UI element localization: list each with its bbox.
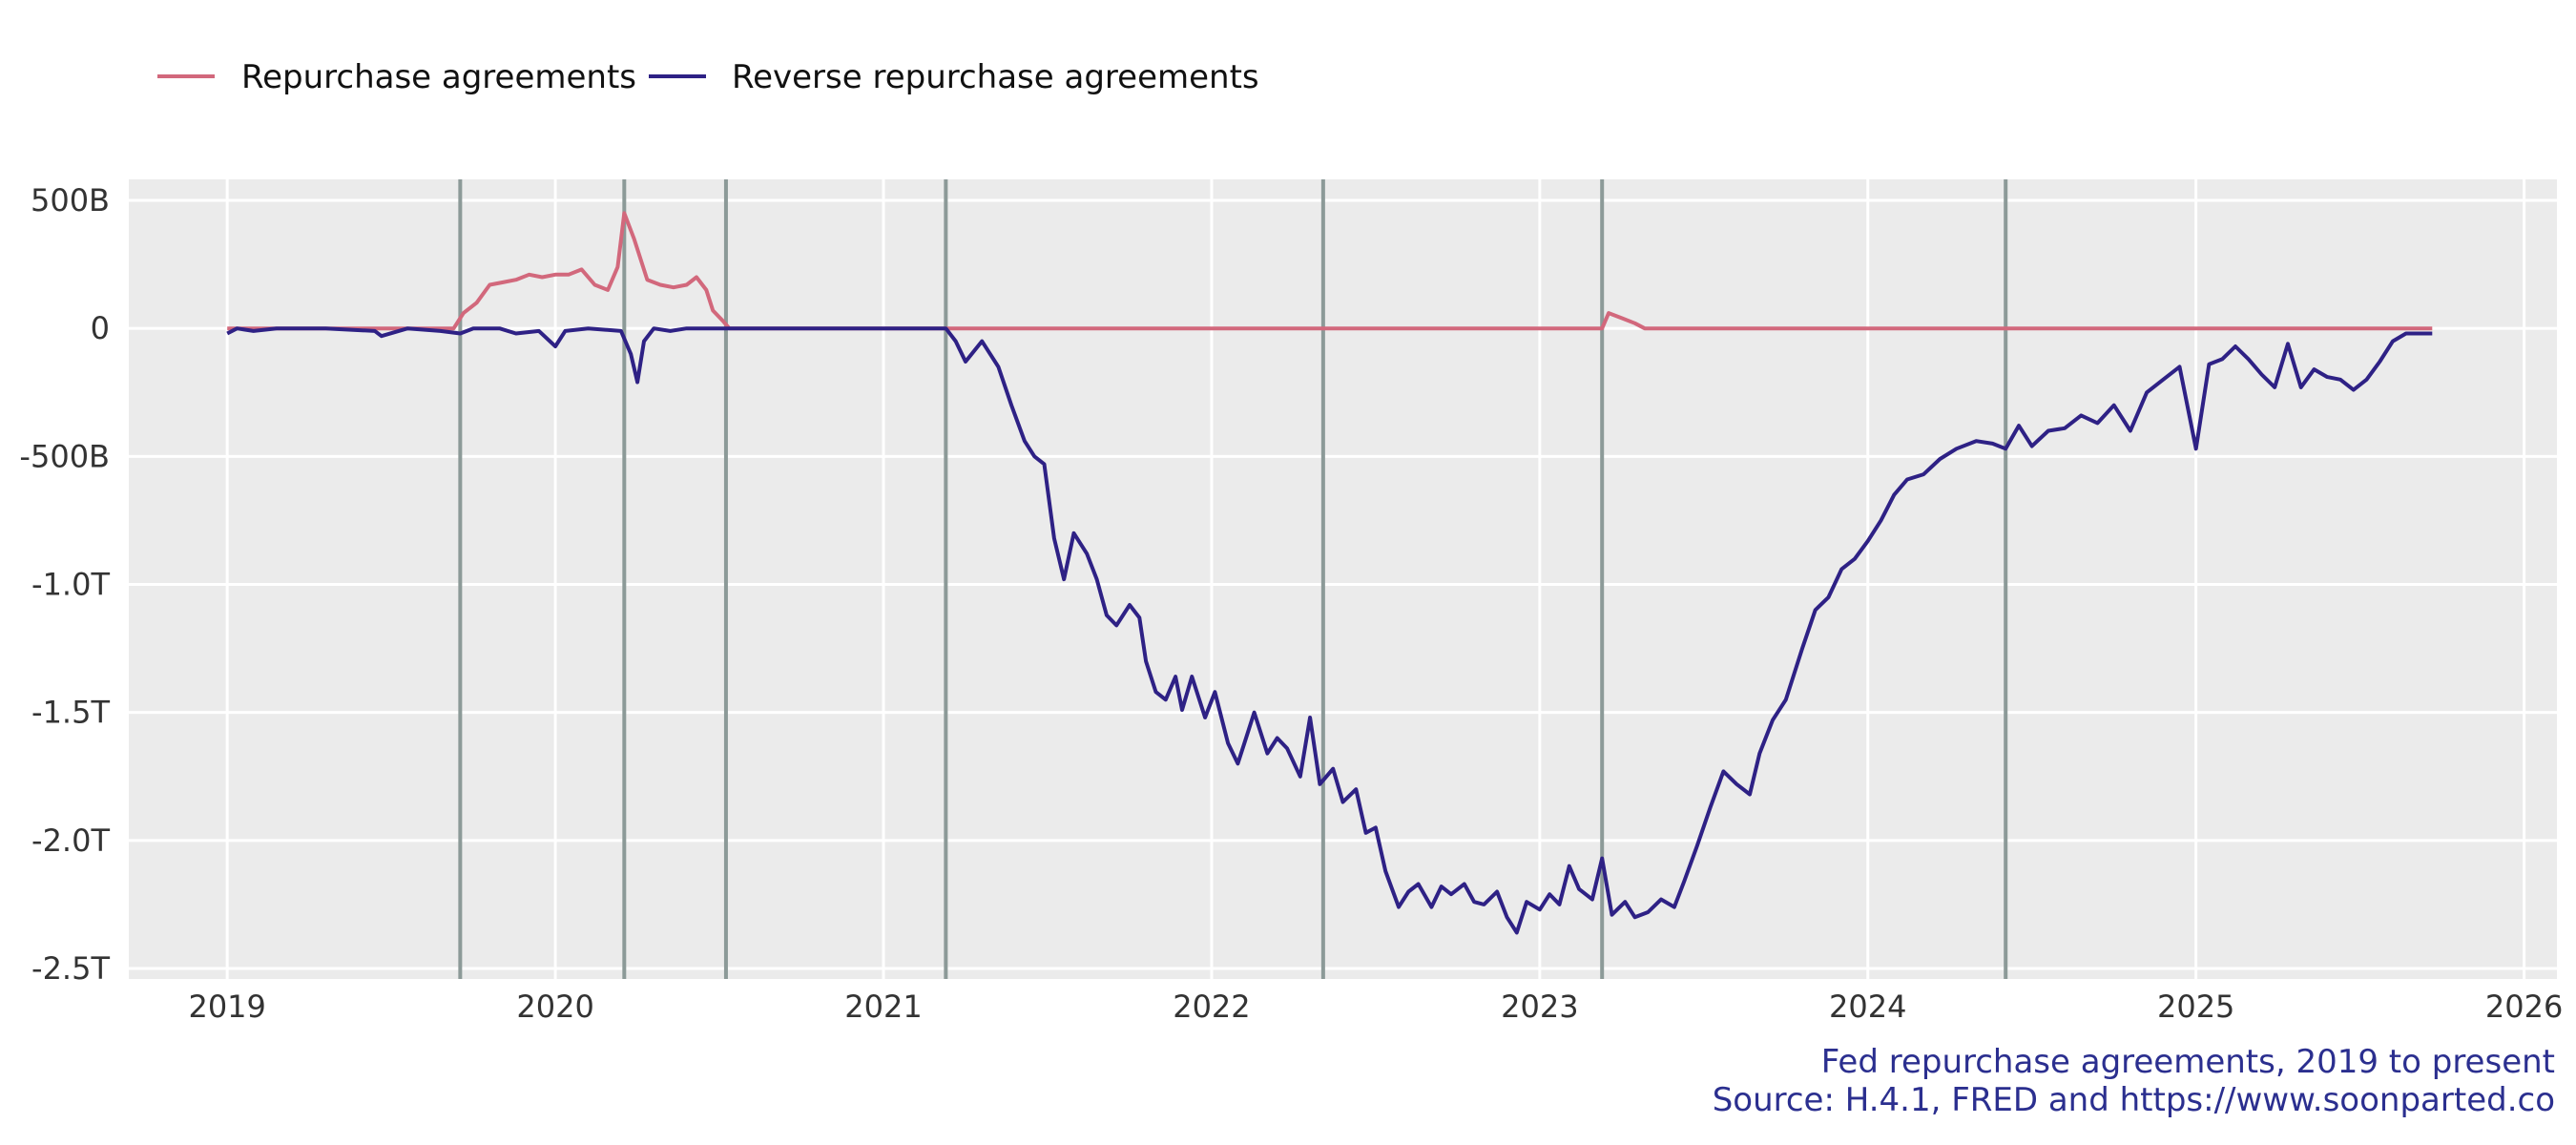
- x-tick-label-0: 2019: [188, 989, 265, 1025]
- grid: [129, 179, 2557, 979]
- legend: Repurchase agreements Reverse repurchase…: [157, 58, 1259, 96]
- x-tick-label-5: 2024: [1829, 989, 1906, 1025]
- series-line-reverse-repurchase: [226, 326, 2433, 935]
- legend-label-reverse-repurchase: Reverse repurchase agreements: [732, 58, 1259, 96]
- caption-source: Source: H.4.1, FRED and https://www.soon…: [1713, 1081, 2555, 1119]
- y-tick-label-1: 0: [91, 310, 110, 346]
- x-tick-label-2: 2021: [844, 989, 922, 1025]
- y-axis-ticks: 500B 0 -500B -1.0T -1.5T -2.0T -2.5T: [19, 182, 110, 987]
- y-tick-label-0: 500B: [31, 182, 110, 219]
- x-tick-label-3: 2022: [1173, 989, 1250, 1025]
- y-tick-label-5: -2.0T: [31, 822, 110, 859]
- caption-title: Fed repurchase agreements, 2019 to prese…: [1821, 1043, 2555, 1081]
- y-tick-label-3: -1.0T: [31, 567, 110, 603]
- x-tick-label-4: 2023: [1501, 989, 1578, 1025]
- event-lines: [458, 179, 2008, 979]
- x-tick-label-7: 2026: [2485, 989, 2563, 1025]
- legend-label-repurchase: Repurchase agreements: [241, 58, 636, 96]
- x-tick-label-6: 2025: [2157, 989, 2234, 1025]
- y-tick-label-2: -500B: [19, 438, 110, 474]
- plot-background: [129, 179, 2557, 979]
- x-axis-ticks: 2019 2020 2021 2022 2023 2024 2025 2026: [188, 989, 2563, 1025]
- x-tick-label-1: 2020: [516, 989, 593, 1025]
- series: [226, 211, 2433, 935]
- series-line-repurchase: [227, 211, 2433, 331]
- y-tick-label-6: -2.5T: [31, 950, 110, 987]
- y-tick-label-4: -1.5T: [31, 695, 110, 731]
- caption: Fed repurchase agreements, 2019 to prese…: [1713, 1043, 2555, 1119]
